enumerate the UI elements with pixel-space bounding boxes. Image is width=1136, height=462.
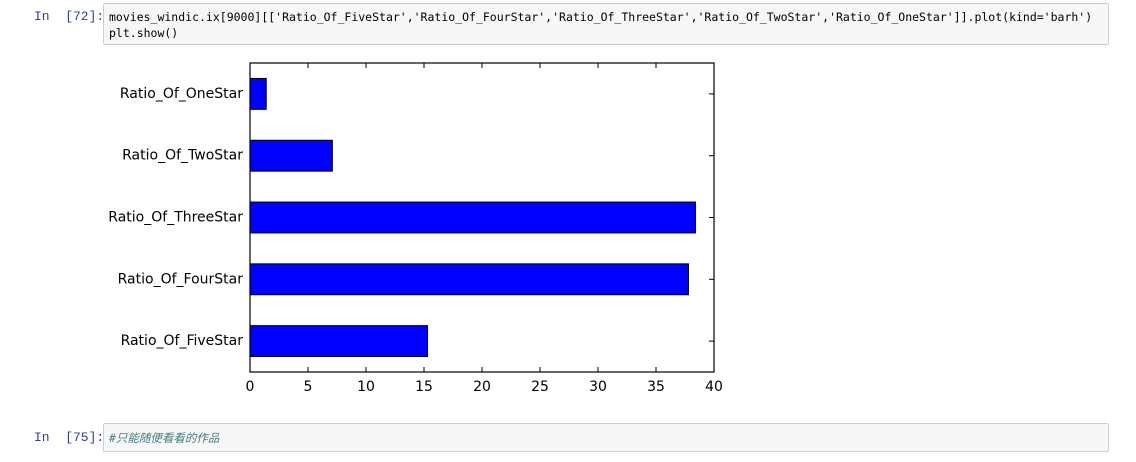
x-tick-label: 40	[705, 379, 723, 395]
x-tick-label: 10	[357, 379, 375, 395]
x-tick-label: 5	[304, 379, 313, 395]
bar	[249, 139, 333, 172]
bar	[249, 77, 267, 110]
cell-prompt: In [72]:	[34, 9, 105, 24]
x-tick-label: 20	[473, 379, 491, 395]
bar	[249, 263, 689, 296]
code-cell[interactable]: #只能随便看看的作品	[103, 423, 1109, 452]
bar	[249, 325, 428, 358]
cell-prompt: In [75]:	[34, 430, 105, 445]
y-tick-label: Ratio_Of_FiveStar	[121, 333, 244, 349]
code-comment: #只能随便看看的作品	[109, 431, 220, 445]
x-tick-label: 35	[647, 379, 665, 395]
y-tick-label: Ratio_Of_TwoStar	[122, 148, 243, 164]
x-tick-label: 30	[589, 379, 607, 395]
y-tick-label: Ratio_Of_OneStar	[120, 86, 243, 102]
x-tick-label: 15	[415, 379, 433, 395]
code-cell[interactable]: movies_windic.ix[9000][['Ratio_Of_FiveSt…	[103, 3, 1109, 45]
y-tick-label: Ratio_Of_ThreeStar	[108, 210, 243, 226]
code-line: movies_windic.ix[9000][['Ratio_Of_FiveSt…	[109, 10, 1093, 24]
y-tick-label: Ratio_Of_FourStar	[118, 271, 244, 287]
x-tick-label: 0	[246, 379, 255, 395]
code-line: plt.show()	[109, 26, 179, 40]
bar	[249, 201, 696, 234]
chart: 0 5 10 15 20 25 30 35 40 Ratio_Of_FiveStar Ratio_O…	[108, 62, 723, 395]
x-tick-label: 25	[531, 379, 549, 395]
